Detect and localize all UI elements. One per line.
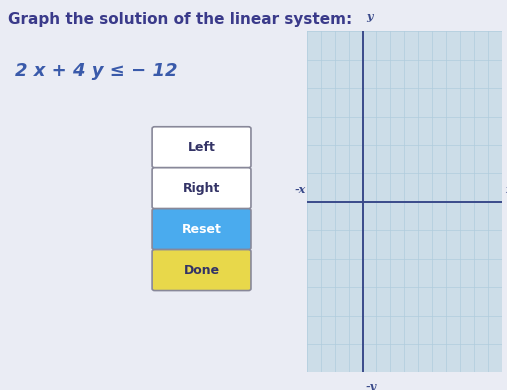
Text: -x: -x bbox=[294, 184, 305, 195]
FancyBboxPatch shape bbox=[152, 209, 251, 250]
Text: -y: -y bbox=[366, 381, 377, 390]
Text: Graph the solution of the linear system:: Graph the solution of the linear system: bbox=[8, 12, 352, 27]
Text: Reset: Reset bbox=[182, 223, 222, 236]
FancyBboxPatch shape bbox=[152, 250, 251, 291]
Text: Right: Right bbox=[183, 182, 220, 195]
Text: x: x bbox=[505, 184, 507, 195]
FancyBboxPatch shape bbox=[152, 168, 251, 209]
Text: y: y bbox=[366, 11, 373, 23]
Text: 2 x + 4 y ≤ − 12: 2 x + 4 y ≤ − 12 bbox=[15, 62, 178, 80]
Text: Done: Done bbox=[184, 264, 220, 277]
FancyBboxPatch shape bbox=[152, 127, 251, 168]
Text: Left: Left bbox=[188, 141, 215, 154]
